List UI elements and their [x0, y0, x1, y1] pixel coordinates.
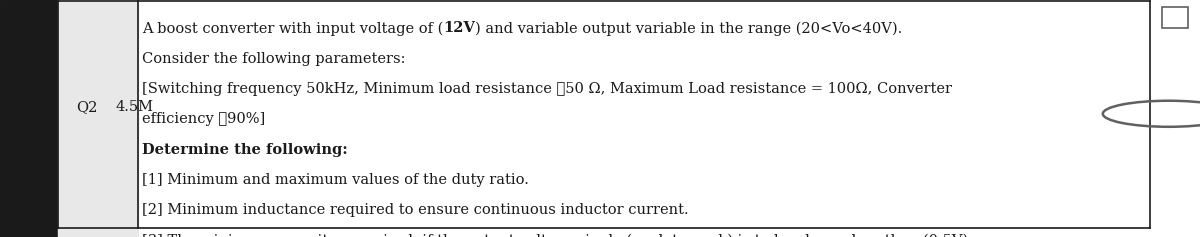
- Bar: [0, 0, 58, 237]
- Text: 12V: 12V: [443, 21, 475, 35]
- Text: [1] Minimum and maximum values of the duty ratio.: [1] Minimum and maximum values of the du…: [142, 173, 528, 187]
- Text: Q2: Q2: [77, 100, 97, 114]
- Text: [3] The minimum capacitor required, if the output voltage ripple (peak-to-peak) : [3] The minimum capacitor required, if t…: [142, 234, 972, 237]
- Text: 4.5M: 4.5M: [115, 100, 154, 114]
- Text: [2] Minimum inductance required to ensure continuous inductor current.: [2] Minimum inductance required to ensur…: [142, 203, 689, 217]
- Text: A boost converter with input voltage of (: A boost converter with input voltage of …: [142, 21, 443, 36]
- Text: Consider the following parameters:: Consider the following parameters:: [142, 52, 406, 66]
- Text: efficiency ∵90%]: efficiency ∵90%]: [142, 112, 265, 126]
- Bar: [58, 0, 138, 237]
- Text: [Switching frequency 50kHz, Minimum load resistance ∵50 Ω, Maximum Load resistan: [Switching frequency 50kHz, Minimum load…: [142, 82, 952, 96]
- Text: ) and variable output variable in the range (20<Vo<40V).: ) and variable output variable in the ra…: [475, 21, 902, 36]
- Bar: [1162, 7, 1188, 28]
- Text: Determine the following:: Determine the following:: [142, 143, 347, 157]
